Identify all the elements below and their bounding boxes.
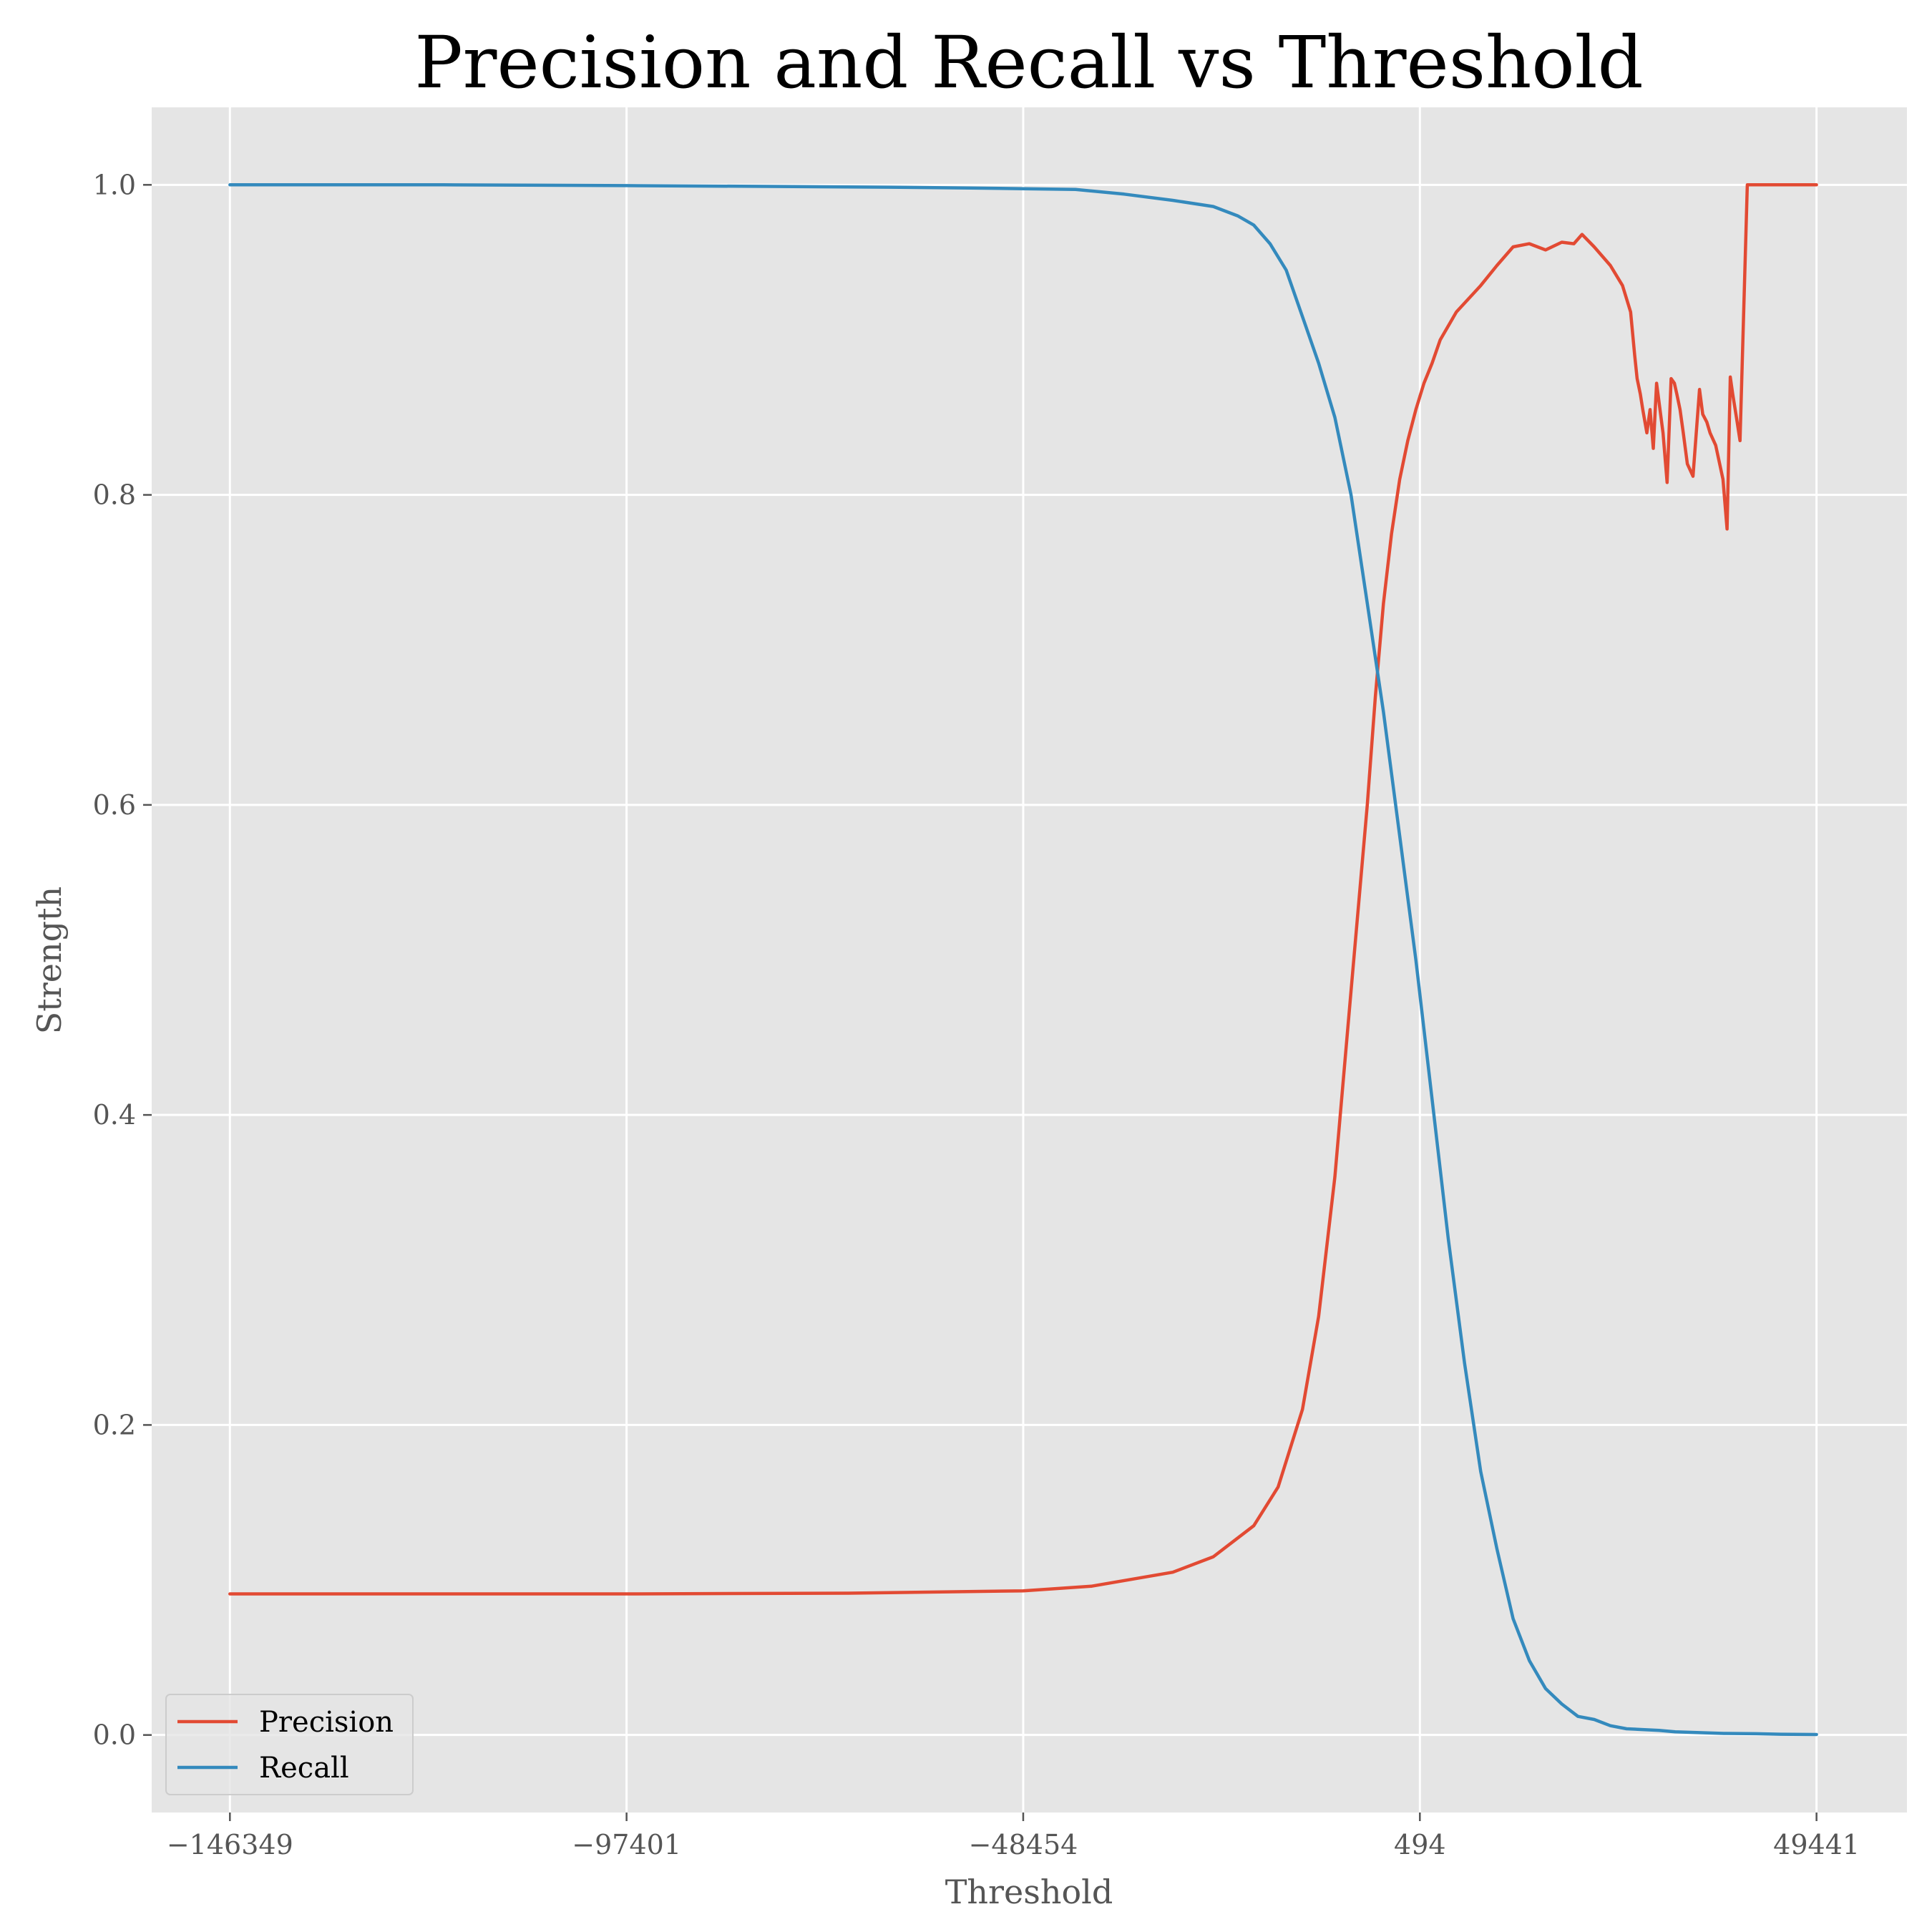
legend-label-recall: Recall (259, 1752, 349, 1785)
y-tick-label: 0.6 (93, 789, 136, 821)
y-tick-label: 0.0 (93, 1719, 136, 1751)
recall-line (228, 183, 1818, 1737)
chart-title: Precision and Recall vs Threshold (414, 21, 1643, 104)
y-axis: 0.0 0.2 0.4 0.6 0.8 1.0 (93, 169, 152, 1751)
x-tick-label: −97401 (572, 1829, 681, 1860)
x-axis-label: Threshold (945, 1873, 1113, 1911)
y-axis-label: Strength (30, 887, 69, 1034)
x-tick-label: −48454 (969, 1829, 1078, 1860)
legend-label-precision: Precision (259, 1706, 394, 1739)
precision-line (228, 183, 1818, 1596)
grid (152, 107, 1907, 1813)
y-tick-label: 1.0 (93, 169, 136, 200)
series-layer (228, 183, 1818, 1737)
x-tick-label: 49441 (1773, 1829, 1860, 1860)
y-tick-label: 0.2 (93, 1409, 136, 1440)
x-axis: −146349 −97401 −48454 494 49441 (167, 1813, 1860, 1860)
legend-box (165, 1694, 414, 1795)
y-tick-label: 0.8 (93, 479, 136, 511)
x-tick-label: −146349 (167, 1829, 293, 1860)
legend: Precision Recall (165, 1694, 414, 1795)
x-tick-label: 494 (1394, 1829, 1446, 1860)
plot-area (152, 107, 1907, 1813)
y-tick-label: 0.4 (93, 1099, 136, 1131)
